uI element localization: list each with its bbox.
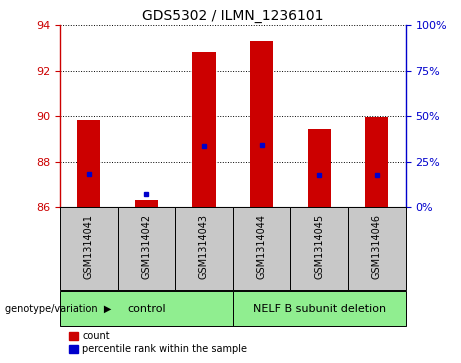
- Bar: [365, 117, 388, 207]
- Text: GSM1314045: GSM1314045: [314, 213, 324, 279]
- Bar: [175, 207, 233, 290]
- Legend: count, percentile rank within the sample: count, percentile rank within the sample: [65, 327, 251, 358]
- Text: GSM1314041: GSM1314041: [84, 213, 94, 278]
- Bar: [60, 207, 118, 290]
- Bar: [290, 207, 348, 290]
- Text: GSM1314042: GSM1314042: [142, 213, 151, 279]
- Bar: [250, 41, 273, 207]
- Text: control: control: [127, 303, 165, 314]
- Bar: [308, 129, 331, 207]
- Bar: [60, 291, 233, 326]
- Bar: [348, 207, 406, 290]
- Text: GSM1314044: GSM1314044: [257, 213, 266, 278]
- Text: NELF B subunit deletion: NELF B subunit deletion: [253, 303, 386, 314]
- Bar: [135, 200, 158, 207]
- Text: genotype/variation  ▶: genotype/variation ▶: [5, 303, 111, 314]
- Bar: [193, 52, 216, 207]
- Bar: [118, 207, 175, 290]
- Text: GSM1314046: GSM1314046: [372, 213, 382, 278]
- Text: GSM1314043: GSM1314043: [199, 213, 209, 278]
- Bar: [233, 291, 406, 326]
- Bar: [77, 119, 100, 207]
- Bar: [233, 207, 290, 290]
- Title: GDS5302 / ILMN_1236101: GDS5302 / ILMN_1236101: [142, 9, 324, 23]
